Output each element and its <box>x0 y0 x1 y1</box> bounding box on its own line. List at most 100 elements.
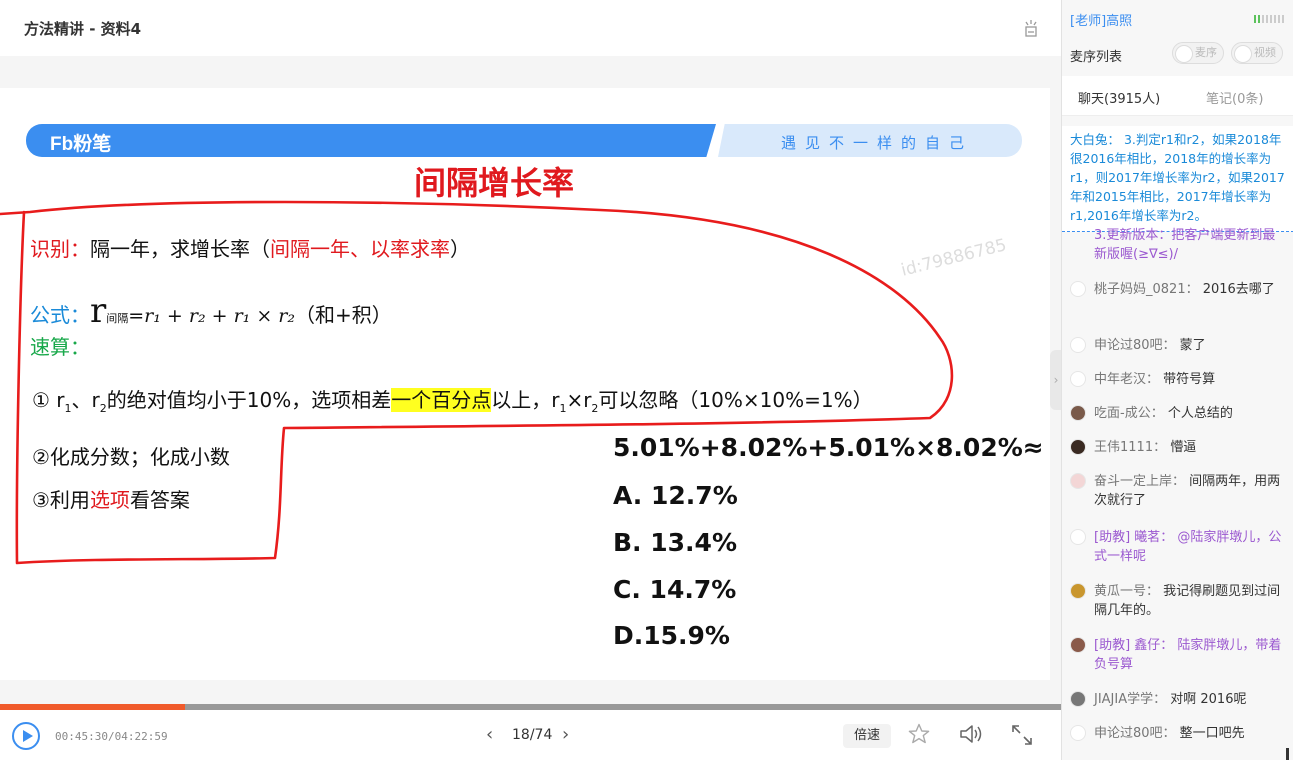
speed-button[interactable]: 倍速 <box>843 724 891 748</box>
chat-sender[interactable]: JIAJIA学学： <box>1094 692 1167 707</box>
rule3-red: 选项 <box>89 488 130 512</box>
rule1-mid1: 、r <box>71 388 100 412</box>
avatar[interactable] <box>1070 405 1086 421</box>
volume-icon[interactable] <box>958 722 984 746</box>
player-controls: 00:45:30/04:22:59 ‹ 18/74 › 倍速 <box>0 710 1061 760</box>
banner-blue <box>26 124 716 157</box>
avatar[interactable] <box>1070 281 1086 297</box>
chat-sender[interactable]: 王伟1111： <box>1094 440 1167 455</box>
avatar[interactable] <box>1070 337 1086 353</box>
identify-close: ） <box>450 237 470 261</box>
avatar[interactable] <box>1070 691 1086 707</box>
progress-fill <box>0 704 185 710</box>
chevron-left-icon[interactable]: ‹ <box>486 724 494 745</box>
chat-text: 我记得刷题见到过间隔几年的。 <box>1094 584 1281 618</box>
video-toggle[interactable]: 视频 <box>1231 42 1283 64</box>
avatar[interactable] <box>1070 439 1086 455</box>
chat-message-text: 奋斗一定上岸： 间隔两年，用两次就行了 <box>1094 472 1288 510</box>
rule1-mid4: ×r <box>566 388 592 412</box>
chat-text: 2016去哪了 <box>1198 282 1275 297</box>
chat-message: JIAJIA学学： 对啊 2016呢 <box>1070 690 1288 709</box>
avatar[interactable] <box>1070 583 1086 599</box>
scrollbar-thumb[interactable] <box>1286 748 1289 760</box>
avatar[interactable] <box>1070 473 1086 489</box>
chevron-right-icon[interactable]: › <box>562 724 570 745</box>
rule-2: ②化成分数；化成小数 <box>32 445 230 469</box>
chat-message: 王伟1111： 懵逼 <box>1070 438 1288 457</box>
chat-message: 奋斗一定上岸： 间隔两年，用两次就行了 <box>1070 472 1288 510</box>
identify-label: 识别： <box>30 237 90 261</box>
chat-sender[interactable]: [助教] 曦茗： <box>1094 530 1174 545</box>
collapse-panel-tab[interactable]: › <box>1050 350 1062 410</box>
slide-banner: Fb粉笔 遇见不一样的自己 <box>26 124 1022 157</box>
chat-message: 中年老汉： 带符号算 <box>1070 370 1288 389</box>
side-panel: [老师]高照 麦序列表 麦序 视频 聊天(3915人) 笔记(0条) 大白兔： … <box>1061 0 1293 760</box>
video-toggle-label: 视频 <box>1254 46 1276 59</box>
chat-sender[interactable]: 奋斗一定上岸： <box>1094 474 1186 489</box>
tab-notes[interactable]: 笔记(0条) <box>1206 92 1264 107</box>
identify-text: 隔一年，求增长率（ <box>90 237 270 261</box>
chat-message-text: 黄瓜一号： 我记得刷题见到过间隔几年的。 <box>1094 582 1288 620</box>
option-b: B. 13.4% <box>613 528 737 557</box>
slide: Fb粉笔 遇见不一样的自己 间隔增长率 id:79886785 识别：隔一年，求… <box>0 88 1050 680</box>
star-icon[interactable] <box>907 722 931 746</box>
chat-sender[interactable]: 中年老汉： <box>1094 372 1160 387</box>
chat-text: 懵逼 <box>1166 440 1197 455</box>
watermark: id:79886785 <box>899 235 1009 281</box>
chat-message: [助教] 鑫仔： 陆家胖墩儿，带着负号算 <box>1070 636 1288 674</box>
chat-sender[interactable]: 桃子妈妈_0821： <box>1094 282 1199 297</box>
chat-message-text: 申论过80吧： 整一口吧先 <box>1094 724 1288 743</box>
tab-chat[interactable]: 聊天(3915人) <box>1078 92 1161 107</box>
formula-note: （和+积） <box>294 303 392 327</box>
chat-message: [助教] 曦茗： @陆家胖墩儿，公式一样呢 <box>1070 528 1288 566</box>
identify-red: 间隔一年、以率求率 <box>270 237 450 261</box>
banner-light <box>718 124 1022 157</box>
chat-message-text: [助教] 鑫仔： 陆家胖墩儿，带着负号算 <box>1094 636 1288 674</box>
progress-bar[interactable] <box>0 704 1061 710</box>
mic-queue-toggle[interactable]: 麦序 <box>1172 42 1224 64</box>
rule3-a: ③利用 <box>32 488 90 512</box>
partial-message: 3.更新版本：把客户端更新到最新版喔(≥∇≤)/ <box>1094 228 1276 262</box>
chat-message: 黄瓜一号： 我记得刷题见到过间隔几年的。 <box>1070 582 1288 620</box>
question-expression: 5.01%+8.02%+5.01%×8.02%≈ <box>613 433 1044 462</box>
play-button[interactable] <box>12 722 40 750</box>
chat-text: 蒙了 <box>1175 338 1206 353</box>
option-d: D.15.9% <box>613 621 730 650</box>
rule1-mid2: 的绝对值均小于10%，选项相差 <box>106 388 392 412</box>
chat-message: 桃子妈妈_0821： 2016去哪了 <box>1070 280 1288 299</box>
page-indicator: 18/74 <box>512 727 553 743</box>
chat-sender[interactable]: 黄瓜一号： <box>1094 584 1160 599</box>
formula-label: 公式： <box>30 303 90 327</box>
slogan: 遇见不一样的自己 <box>781 134 974 152</box>
avatar[interactable] <box>1070 529 1086 545</box>
chat-message: 吃面-成公： 个人总结的 <box>1070 404 1288 423</box>
chat-message-text: JIAJIA学学： 对啊 2016呢 <box>1094 690 1288 709</box>
brand-logo: Fb粉笔 <box>50 134 112 155</box>
chat-text: @陆家胖墩儿，公式一样呢 <box>1094 530 1282 564</box>
avatar[interactable] <box>1070 725 1086 741</box>
lecture-area: 方法精讲 - 资料4 Fb粉笔 遇见不一样的自己 间隔增长率 id:798867… <box>0 0 1062 760</box>
formula-r: r <box>90 291 107 331</box>
chat-message: 申论过80吧： 蒙了 <box>1070 336 1288 355</box>
chat-message-text: 王伟1111： 懵逼 <box>1094 438 1288 457</box>
rule3-b: 看答案 <box>129 488 190 512</box>
rule1-end: 可以忽略（10%×10%=1%） <box>598 388 873 412</box>
avatar[interactable] <box>1070 371 1086 387</box>
rule-1: ① r1、r2的绝对值均小于10%，选项相差一个百分点以上，r1×r2可以忽略（… <box>32 384 873 415</box>
course-title: 方法精讲 - 资料4 <box>24 20 142 38</box>
avatar[interactable] <box>1070 637 1086 653</box>
fullscreen-icon[interactable] <box>1011 724 1033 746</box>
chat-sender[interactable]: 申论过80吧： <box>1094 338 1176 353</box>
chat-sender[interactable]: [助教] 鑫仔： <box>1094 638 1174 653</box>
top-bar: 方法精讲 - 资料4 <box>0 0 1061 56</box>
raise-hand-icon[interactable] <box>1023 18 1039 38</box>
chat-message-text: 吃面-成公： 个人总结的 <box>1094 404 1288 423</box>
rule1-mid3: 以上，r <box>491 388 560 412</box>
chat-sender[interactable]: 申论过80吧： <box>1094 726 1176 741</box>
chat-message-text: [助教] 曦茗： @陆家胖墩儿，公式一样呢 <box>1094 528 1288 566</box>
chat-text: 间隔两年，用两次就行了 <box>1094 474 1281 508</box>
chat-text: 带符号算 <box>1159 372 1216 387</box>
chat-sender[interactable]: 吃面-成公： <box>1094 406 1164 421</box>
chat-message-text: 桃子妈妈_0821： 2016去哪了 <box>1094 280 1288 299</box>
time-display: 00:45:30/04:22:59 <box>55 730 168 743</box>
